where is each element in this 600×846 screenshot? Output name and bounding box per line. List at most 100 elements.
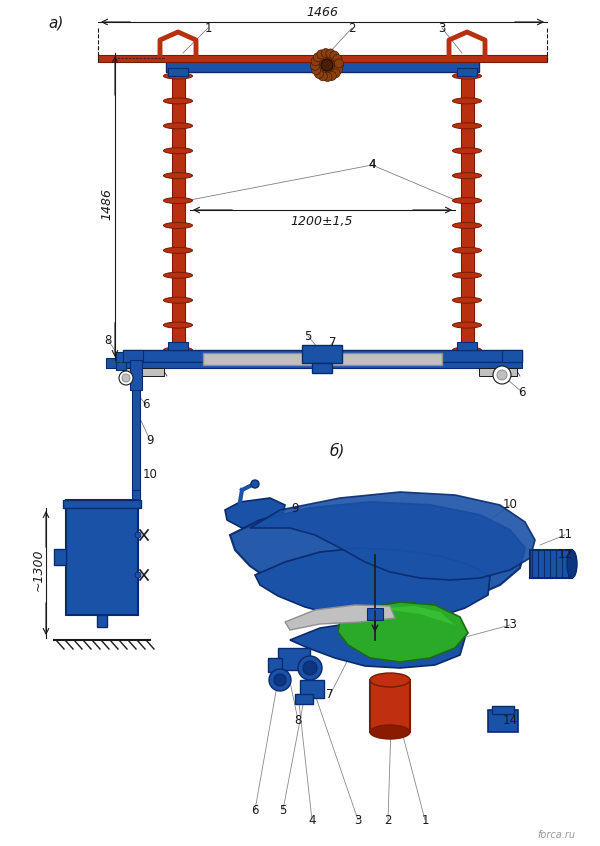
Bar — [98, 55, 547, 62]
Text: 5: 5 — [280, 804, 287, 816]
Text: 8: 8 — [104, 333, 112, 347]
Text: 1486: 1486 — [101, 188, 113, 220]
Text: 1: 1 — [421, 814, 429, 827]
Text: 4: 4 — [308, 814, 316, 827]
Text: 1200±1,5: 1200±1,5 — [291, 215, 353, 228]
Circle shape — [323, 73, 332, 81]
Bar — [123, 362, 522, 368]
Ellipse shape — [163, 123, 193, 129]
Polygon shape — [285, 605, 395, 630]
Circle shape — [122, 374, 130, 382]
Text: 6: 6 — [518, 386, 526, 398]
Circle shape — [269, 669, 291, 691]
Ellipse shape — [163, 322, 193, 328]
Ellipse shape — [452, 347, 482, 353]
Circle shape — [119, 371, 133, 385]
Bar — [132, 380, 140, 490]
Bar — [370, 680, 410, 732]
Bar — [168, 342, 188, 350]
Ellipse shape — [452, 297, 482, 303]
Ellipse shape — [452, 222, 482, 228]
Bar — [63, 500, 141, 508]
Text: 12: 12 — [557, 548, 572, 562]
Ellipse shape — [163, 347, 193, 353]
Bar — [502, 350, 522, 362]
Ellipse shape — [163, 73, 193, 79]
Bar — [130, 360, 142, 390]
Circle shape — [274, 674, 286, 686]
Text: 6: 6 — [142, 398, 150, 411]
Circle shape — [493, 366, 511, 384]
Text: 2: 2 — [384, 814, 392, 827]
Text: 4: 4 — [368, 158, 376, 172]
Text: 3: 3 — [439, 21, 446, 35]
Ellipse shape — [452, 272, 482, 278]
Ellipse shape — [567, 550, 577, 578]
Text: 8: 8 — [295, 713, 302, 727]
Ellipse shape — [452, 198, 482, 204]
Ellipse shape — [163, 222, 193, 228]
Ellipse shape — [163, 173, 193, 179]
Circle shape — [311, 57, 320, 66]
Circle shape — [312, 66, 321, 74]
Bar — [123, 350, 522, 362]
Circle shape — [334, 59, 343, 68]
Ellipse shape — [452, 322, 482, 328]
Circle shape — [334, 65, 343, 74]
Ellipse shape — [163, 272, 193, 278]
Bar — [166, 58, 479, 72]
Text: 11: 11 — [557, 529, 572, 541]
Circle shape — [330, 51, 339, 60]
Text: 5: 5 — [304, 329, 311, 343]
Bar — [97, 615, 107, 627]
Ellipse shape — [163, 247, 193, 253]
Circle shape — [319, 72, 328, 80]
Bar — [172, 76, 185, 350]
Bar — [54, 549, 66, 565]
Ellipse shape — [163, 98, 193, 104]
Bar — [457, 68, 477, 76]
Text: 7: 7 — [326, 689, 334, 701]
Circle shape — [331, 69, 340, 78]
Bar — [132, 490, 140, 500]
Text: 4: 4 — [368, 158, 376, 172]
Text: 10: 10 — [503, 498, 517, 512]
Bar — [123, 350, 143, 362]
Circle shape — [311, 62, 320, 70]
Text: 13: 13 — [503, 618, 517, 631]
Bar — [116, 352, 126, 370]
Text: ~1300: ~1300 — [32, 549, 44, 591]
Circle shape — [313, 52, 322, 62]
Bar — [312, 363, 332, 373]
Bar — [126, 368, 164, 376]
Circle shape — [335, 61, 343, 69]
Circle shape — [333, 54, 342, 63]
Circle shape — [328, 71, 337, 80]
Polygon shape — [225, 498, 285, 528]
Ellipse shape — [452, 173, 482, 179]
Bar — [203, 353, 442, 365]
Circle shape — [314, 69, 323, 79]
Ellipse shape — [452, 247, 482, 253]
Polygon shape — [290, 622, 465, 668]
Ellipse shape — [452, 123, 482, 129]
Circle shape — [135, 572, 141, 578]
Polygon shape — [255, 548, 490, 622]
Bar — [278, 648, 310, 670]
Text: 6: 6 — [251, 804, 259, 816]
Text: 14: 14 — [503, 713, 517, 727]
Polygon shape — [355, 606, 455, 625]
Circle shape — [497, 370, 507, 380]
Bar — [461, 76, 474, 350]
Circle shape — [321, 59, 333, 71]
Polygon shape — [230, 502, 525, 608]
Text: 7: 7 — [329, 336, 337, 349]
Circle shape — [135, 532, 141, 538]
Bar — [488, 710, 518, 732]
Polygon shape — [250, 492, 535, 580]
Bar — [168, 68, 188, 76]
Ellipse shape — [370, 725, 410, 739]
Bar — [492, 706, 514, 714]
Ellipse shape — [163, 198, 193, 204]
Text: 9: 9 — [146, 433, 154, 447]
